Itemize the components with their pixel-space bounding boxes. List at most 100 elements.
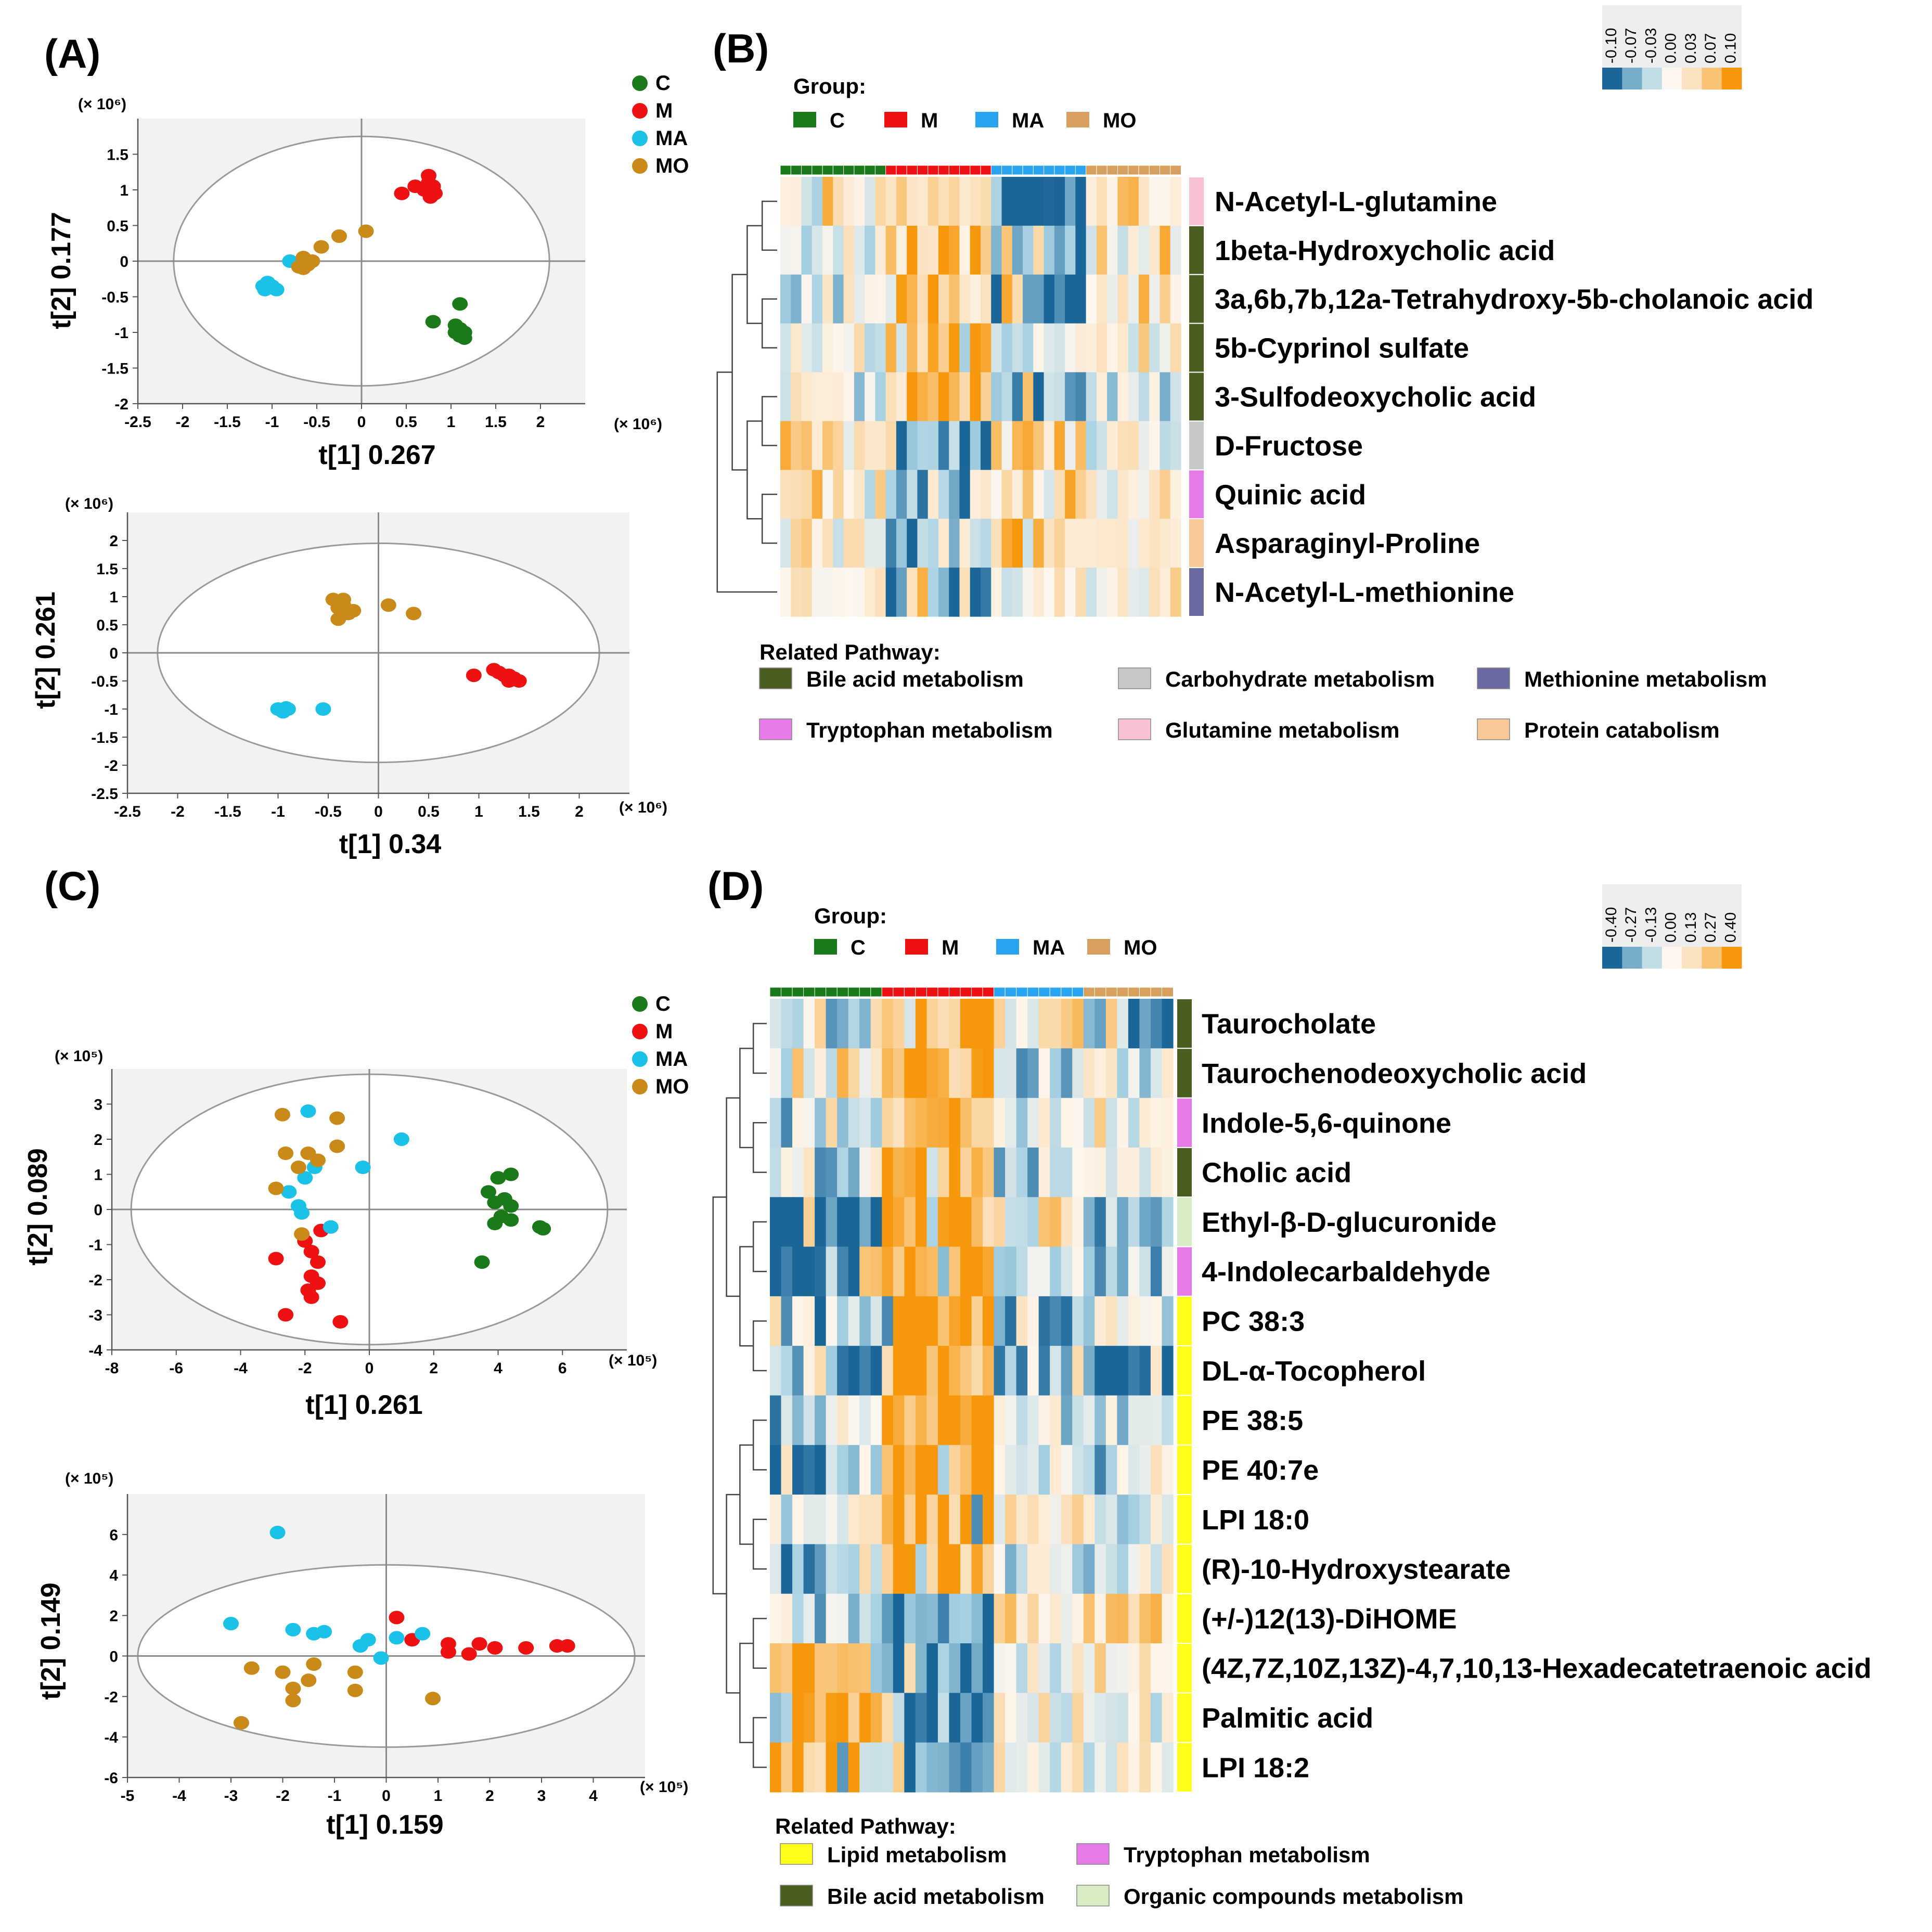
x-tick-label: -0.5 [303,414,330,431]
column-group-cell-c [803,987,816,997]
heatmap-cell [770,1593,782,1644]
y-tick-label: -2 [114,396,128,413]
colorbar-step [1721,947,1742,969]
heatmap-cell [1005,1296,1017,1346]
heatmap-cell [991,225,1002,275]
x-tick-label: 0 [357,414,366,431]
heatmap-cell [803,1246,815,1297]
heatmap-cell [812,274,823,324]
heatmap-cell [1160,519,1171,568]
column-group-cell-m [960,987,972,997]
row-pathway-annotation [1176,1295,1193,1347]
row-pathway-annotation [1188,225,1205,275]
heatmap-cell [885,421,897,470]
heatmap-cell [1150,1098,1163,1148]
heatmap-cell [960,1346,972,1396]
heatmap-cell [917,519,929,568]
heatmap-cell [1033,323,1045,373]
heatmap-cell [960,1593,972,1644]
heatmap-cell [822,519,833,568]
heatmap-cell [812,421,823,470]
heatmap-cell [960,1048,972,1099]
heatmap-cell [915,1296,927,1346]
heatmap-cell [1086,323,1097,373]
heatmap-cell [1016,1098,1028,1148]
column-group-cell-ma [1038,987,1051,997]
heatmap-cell [1170,568,1181,617]
heatmap-cell [1016,1246,1028,1297]
heatmap-cell [1038,1048,1050,1099]
heatmap-cell [803,1593,815,1644]
heatmap-cell [885,177,897,226]
row-label: Asparaginyl-Proline [1215,528,1480,559]
heatmap-cell [1139,1643,1151,1693]
heatmap-cell [848,1544,860,1594]
heatmap-cell [1061,1048,1073,1099]
heatmap-cell [937,1147,950,1197]
heatmap-cell [1044,372,1055,422]
heatmap-cell [1160,421,1171,470]
heatmap-cell [822,568,833,617]
heatmap-cell [949,1048,961,1099]
heatmap-cell [1016,1296,1028,1346]
heatmap-cell [928,421,939,470]
heatmap-cell [792,999,804,1049]
heatmap-cell [1083,1147,1095,1197]
data-point-mo [380,598,396,612]
heatmap-cell [1072,1742,1084,1793]
data-point-mo [425,1692,441,1706]
x-axis-unit: (× 10⁶) [619,799,667,816]
heatmap-cell [1054,519,1065,568]
heatmap-cell [960,1445,972,1495]
y-tick-label: -4 [88,1342,102,1359]
heatmap-cell [801,470,813,519]
heatmap-cell [949,323,960,373]
heatmap-cell [1065,177,1076,226]
heatmap-cell [1001,519,1013,568]
dendrogram-branch [746,420,763,520]
column-group-cell-c [769,987,782,997]
row-pathway-annotation [1176,1345,1193,1396]
heatmap-cell [833,470,844,519]
heatmap-cell [770,1197,782,1247]
heatmap-cell [960,1643,972,1693]
heatmap-cell [971,1197,983,1247]
heatmap-cell [1027,1643,1039,1693]
column-group-cell-m [881,987,894,997]
pathway-label: Methionine metabolism [1524,667,1767,691]
heatmap-cell [1107,568,1118,617]
heatmap-cell [1061,1098,1073,1148]
heatmap-cell [1170,470,1181,519]
heatmap-cell [994,1246,1006,1297]
heatmap-cell [1117,177,1129,226]
heatmap-cell [1107,519,1118,568]
y-axis-label: t[2] 0.261 [31,591,61,709]
heatmap-cell [791,177,802,226]
heatmap-cell [1072,1197,1084,1247]
heatmap-cell [960,1495,972,1545]
heatmap-cell [1023,225,1034,275]
heatmap-cell [971,1495,983,1545]
heatmap-cell [991,372,1002,422]
column-group-cell-c [848,987,860,997]
legend-label-ma: MA [655,127,688,150]
heatmap-cell [882,1098,894,1148]
heatmap-cell [1139,1544,1151,1594]
heatmap-cell [770,1296,782,1346]
heatmap-cell [994,1296,1006,1346]
heatmap-cell [1105,1395,1117,1446]
heatmap-cell [826,1147,838,1197]
heatmap-cell [815,1048,827,1099]
data-point-m [559,1639,575,1653]
heatmap-cell [1005,1544,1017,1594]
heatmap-cell [815,1495,827,1545]
x-tick-label: -2 [276,1787,290,1805]
heatmap-cell [875,274,886,324]
legend-label-m: M [655,99,673,122]
y-tick-label: 0 [109,645,118,662]
heatmap-cell [1038,999,1050,1049]
y-axis-unit: (× 10⁶) [78,96,126,113]
heatmap-cell [949,1197,961,1247]
data-point-ma [389,1631,405,1645]
heatmap-cell [1001,470,1013,519]
